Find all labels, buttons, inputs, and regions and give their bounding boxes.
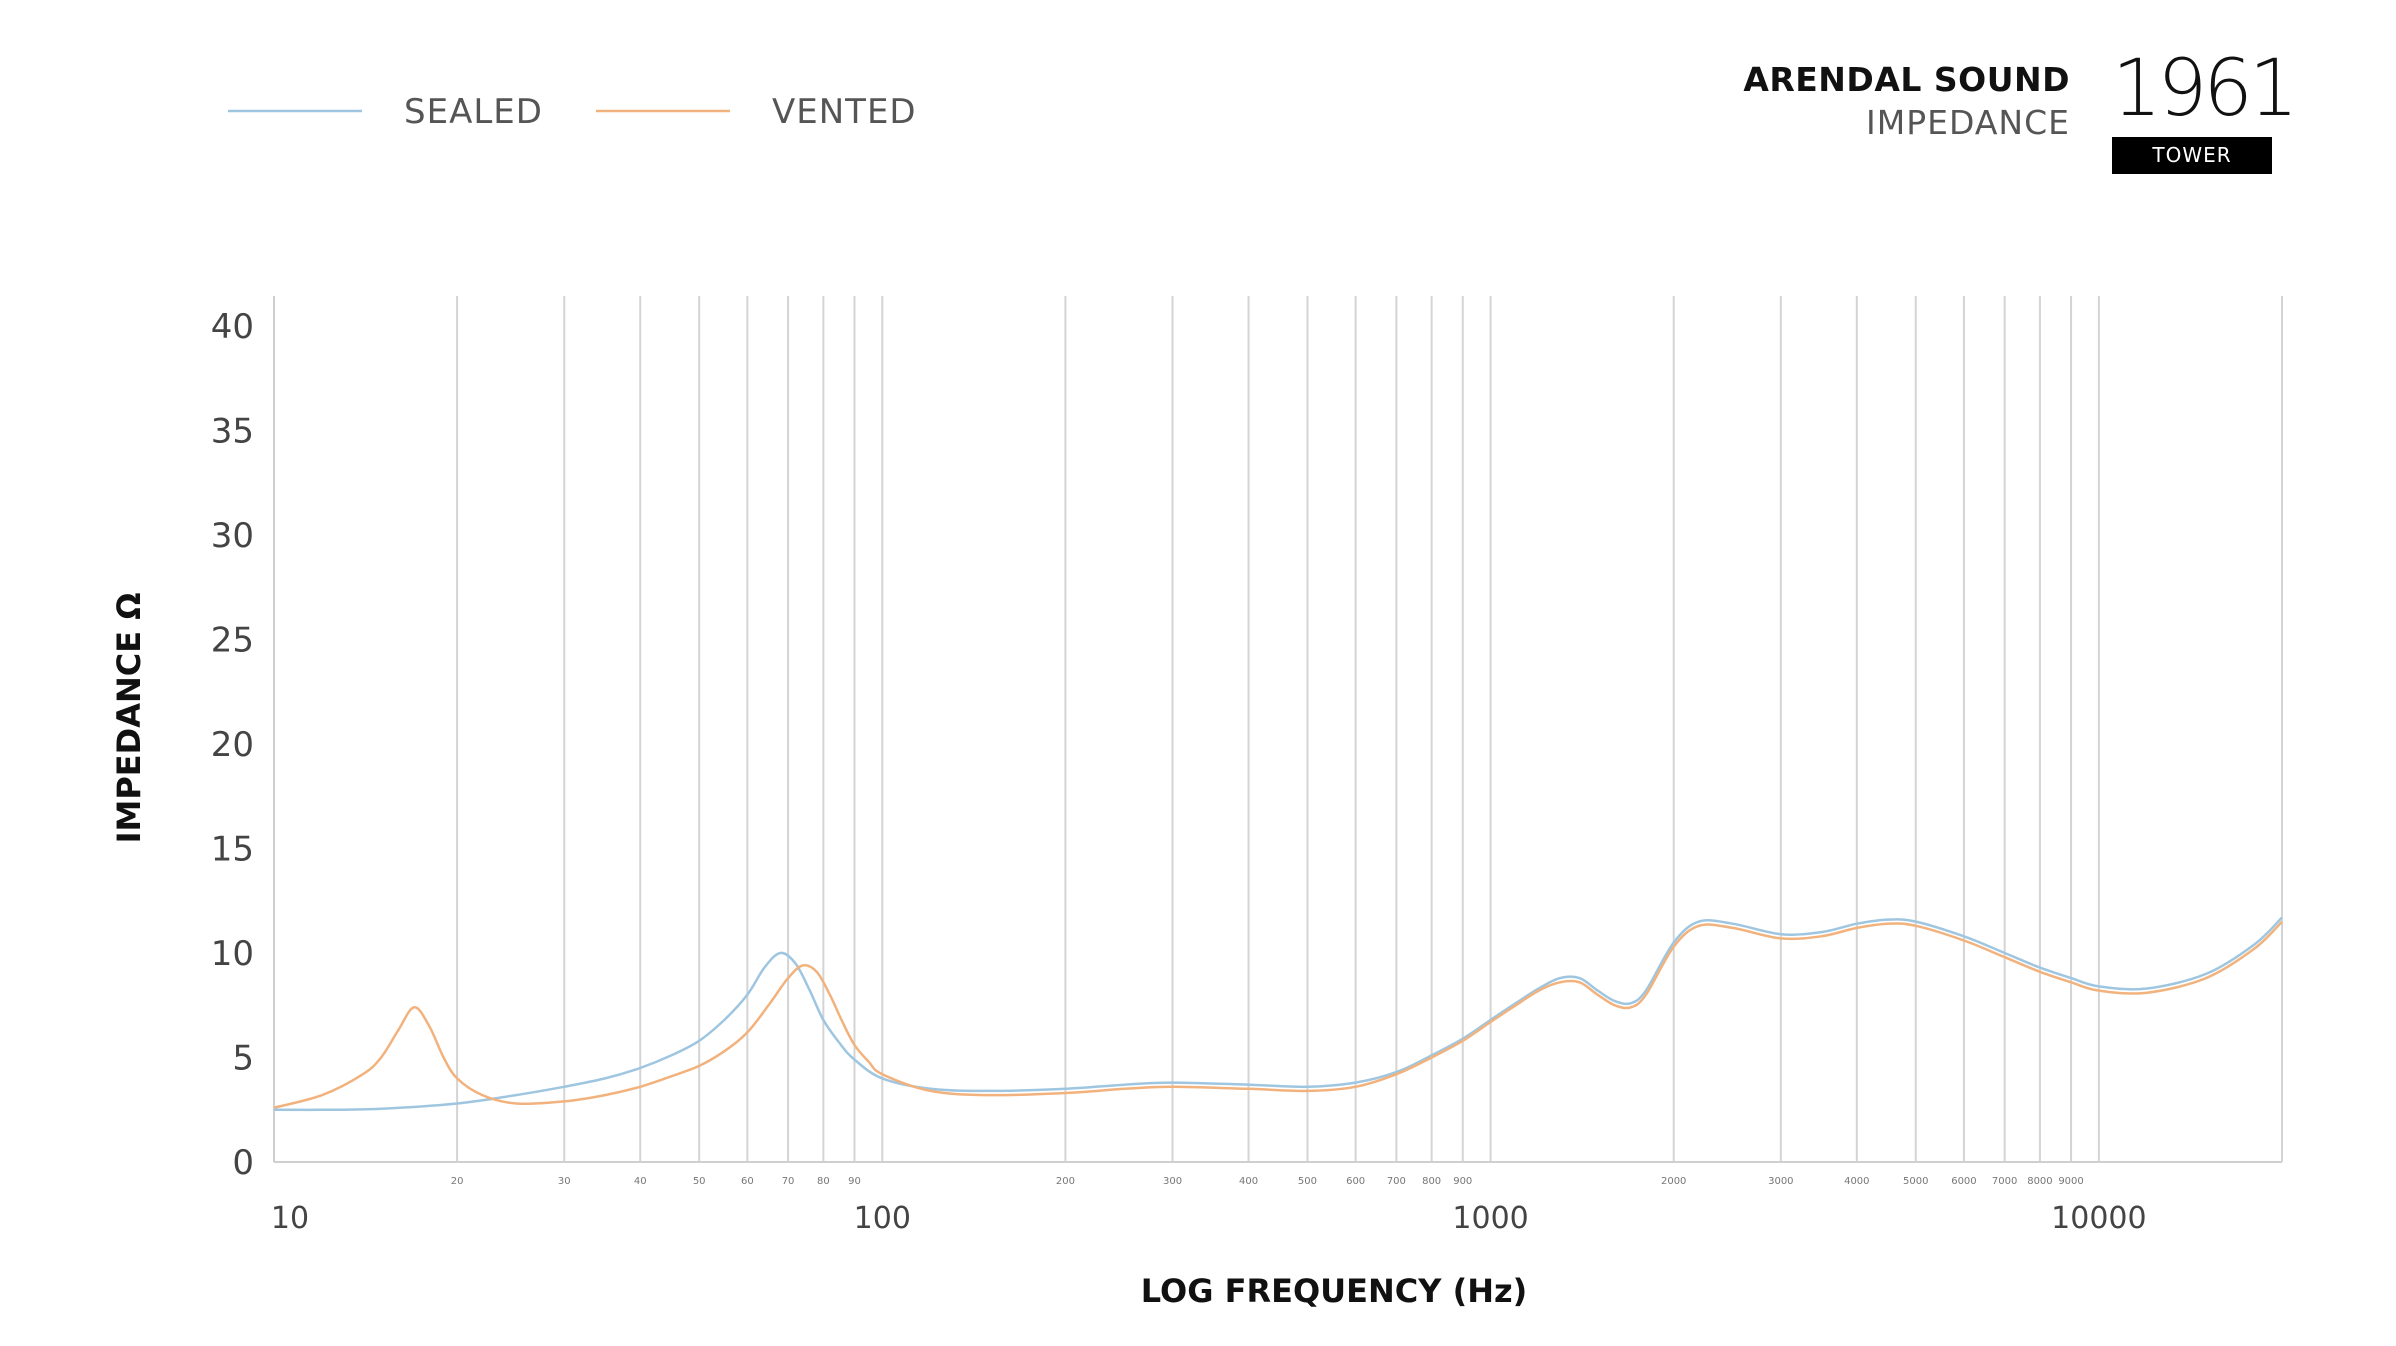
x-tick-label-minor: 8000	[2027, 1176, 2052, 1187]
x-tick-label-minor: 6000	[1951, 1176, 1976, 1187]
y-tick-label: 15	[211, 830, 254, 870]
x-tick-label-minor: 40	[634, 1176, 647, 1187]
legend-label-vented: VENTED	[772, 92, 917, 132]
series-line-sealed	[273, 916, 2283, 1112]
x-tick-label-major: 10	[271, 1201, 309, 1236]
x-tick-label-minor: 90	[848, 1176, 861, 1187]
brand-name: ARENDAL SOUND	[1743, 60, 2070, 99]
x-tick-label-minor: 20	[451, 1176, 464, 1187]
model-number: 1961	[2112, 44, 2299, 134]
series-lines	[273, 916, 2283, 1112]
x-tick-label-minor: 800	[1422, 1176, 1441, 1187]
x-tick-label-minor: 70	[782, 1176, 795, 1187]
y-tick-label: 5	[232, 1039, 254, 1079]
grid-lines	[456, 296, 2283, 1162]
x-tick-label-minor: 3000	[1768, 1176, 1793, 1187]
y-tick-label: 35	[211, 412, 254, 452]
y-axis-label: IMPEDANCE Ω	[110, 593, 148, 844]
x-axis-label: LOG FREQUENCY (Hz)	[1141, 1272, 1528, 1310]
y-tick-label: 10	[211, 934, 254, 974]
y-tick-label: 30	[211, 516, 254, 556]
y-tick-label: 20	[211, 725, 254, 765]
x-tick-label-minor: 5000	[1903, 1176, 1928, 1187]
x-tick-label-minor: 900	[1453, 1176, 1472, 1187]
x-tick-label-minor: 80	[817, 1176, 830, 1187]
x-tick-label-minor: 9000	[2058, 1176, 2083, 1187]
x-tick-label-minor: 200	[1056, 1176, 1075, 1187]
x-tick-label-major: 1000	[1452, 1201, 1528, 1236]
x-tick-label-minor: 4000	[1844, 1176, 1869, 1187]
x-tick-label-minor: 30	[558, 1176, 571, 1187]
x-tick-label-minor: 50	[693, 1176, 706, 1187]
x-tick-label-minor: 600	[1346, 1176, 1365, 1187]
legend: SEALED VENTED	[228, 92, 917, 132]
x-tick-label-minor: 500	[1298, 1176, 1317, 1187]
legend-label-sealed: SEALED	[404, 92, 543, 132]
x-tick-label-minor: 300	[1163, 1176, 1182, 1187]
x-tick-label-minor: 700	[1387, 1176, 1406, 1187]
series-line-vented	[273, 920, 2283, 1109]
x-tick-label-minor: 400	[1239, 1176, 1258, 1187]
y-tick-label: 0	[232, 1143, 254, 1183]
x-tick-label-major: 100	[854, 1201, 911, 1236]
y-tick-label: 25	[211, 621, 254, 661]
chart-subtitle: IMPEDANCE	[1866, 103, 2070, 142]
x-tick-label-minor: 2000	[1661, 1176, 1686, 1187]
tick-labels: 0 5 10 15 20 25 30 35 40 10 100 1000 10000 20 30 40 50 60…	[211, 307, 2147, 1236]
y-tick-label: 40	[211, 307, 254, 347]
x-tick-label-minor: 60	[741, 1176, 754, 1187]
x-tick-label-major: 10000	[2051, 1201, 2146, 1236]
x-tick-label-minor: 7000	[1992, 1176, 2017, 1187]
axes	[273, 296, 2282, 1163]
model-tag: TOWER	[2112, 137, 2272, 174]
